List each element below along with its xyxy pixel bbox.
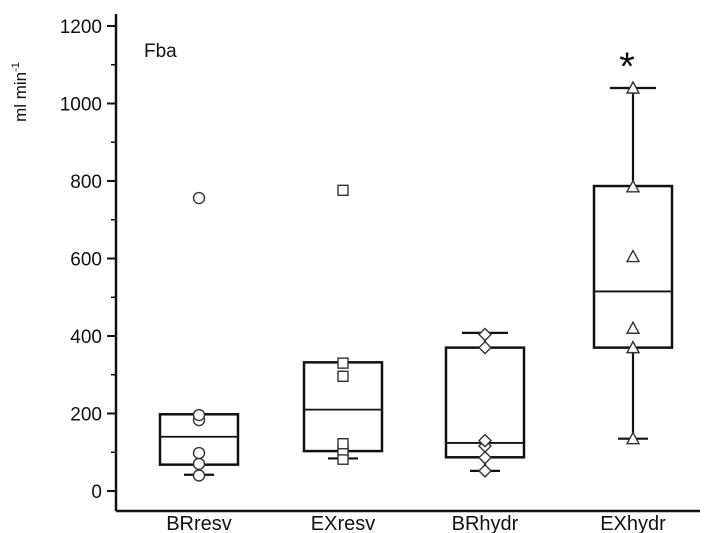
data-point-triangle [625,340,641,354]
category-label-BRhydr: BRhydr [452,513,519,533]
data-point-circle [192,191,206,205]
data-point-square [337,357,349,369]
y-axis-label: ml min-1 [10,62,30,122]
data-point-circle [192,469,206,482]
data-point-triangle [625,249,641,263]
data-point-triangle [625,320,641,334]
category-label-EXhydr: EXhydr [600,513,666,533]
y-tick-label-800: 800 [70,172,102,193]
category-labels: BRresv EXresv BRhydr EXhydr [166,513,666,533]
data-point-triangle [625,80,641,94]
box-BRresv [158,191,240,482]
box-EXresv [302,184,384,465]
y-tick-label-600: 600 [70,250,102,271]
category-label-BRresv: BRresv [166,513,232,533]
axes [114,14,700,513]
data-point-square [337,370,349,382]
data-point-triangle [625,179,641,193]
y-tick-label-200: 200 [70,405,102,426]
y-axis-ticks: 0 200 400 600 800 1000 1200 [60,17,116,503]
y-tick-label-1200: 1200 [60,17,102,38]
data-point-diamond [478,463,492,478]
data-point-square [337,453,349,465]
data-point-triangle [625,431,641,445]
data-point-diamond [478,450,492,465]
box-EXhydr [592,80,674,445]
y-tick-label-0: 0 [91,482,102,503]
box-BRhydr [444,327,526,478]
panel-label: Fba [144,41,177,62]
boxes [158,80,674,482]
data-point-circle [192,457,206,471]
data-point-circle [192,446,206,460]
y-tick-label-1000: 1000 [60,95,102,116]
data-point-circle [192,408,206,422]
category-label-EXresv: EXresv [311,513,375,533]
significance-star: * [619,45,635,89]
box-iqr-EXhydr [592,184,674,349]
data-point-diamond [478,340,492,355]
data-point-diamond [478,433,492,448]
y-tick-label-400: 400 [70,327,102,348]
data-point-square [337,438,349,450]
annotations: * [619,45,635,89]
data-point-square [337,184,349,197]
data-point-diamond [478,327,492,342]
